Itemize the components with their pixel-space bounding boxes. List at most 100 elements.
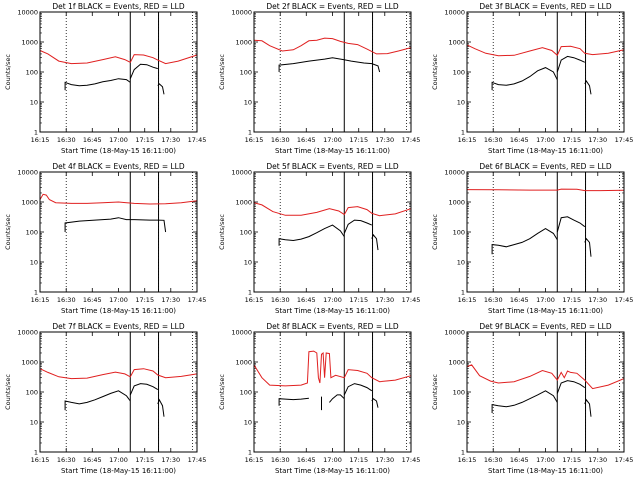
x-tick-label: 17:45	[402, 136, 421, 144]
y-axis-label: Counts/sec	[218, 54, 226, 90]
y-tick-label: 10	[244, 419, 252, 427]
x-tick-label: 17:15	[562, 296, 581, 304]
x-tick-label: 16:45	[510, 136, 529, 144]
x-tick-label: 16:45	[297, 136, 316, 144]
y-axis-label: Counts/sec	[431, 214, 439, 250]
series-events-line	[64, 390, 131, 411]
x-tick-label: 17:45	[188, 136, 207, 144]
x-tick-label: 17:00	[536, 296, 555, 304]
chart-title: Det 8f BLACK = Events, RED = LLD	[266, 322, 399, 331]
chart-title: Det 9f BLACK = Events, RED = LLD	[479, 322, 612, 331]
x-axis-label: Start Time (18-May-15 16:11:00)	[488, 147, 603, 155]
chart-panel-det-1f: Det 1f BLACK = Events, RED = LLD Counts/s…	[4, 2, 206, 155]
chart-panel-det-7f: Det 7f BLACK = Events, RED = LLD Counts/s…	[4, 322, 206, 475]
y-tick-label: 1000	[448, 359, 465, 367]
y-tick-label: 10000	[231, 329, 252, 337]
y-tick-label: 100	[26, 229, 38, 237]
y-tick-label: 10	[457, 419, 465, 427]
y-tick-label: 1000	[448, 39, 465, 47]
x-tick-label: 16:30	[484, 136, 503, 144]
y-tick-label: 100	[453, 389, 465, 397]
plot-frame	[39, 331, 198, 453]
plot-frame	[253, 11, 412, 133]
x-tick-label: 17:45	[402, 456, 421, 464]
series-events-line	[556, 55, 586, 73]
series-events-line	[584, 398, 592, 417]
x-tick-label: 17:00	[323, 136, 342, 144]
y-tick-label: 100	[240, 229, 252, 237]
x-tick-label: 16:15	[245, 456, 264, 464]
plot-frame	[253, 171, 412, 293]
chart-title: Det 6f BLACK = Events, RED = LLD	[479, 162, 612, 171]
y-tick-label: 10000	[444, 329, 465, 337]
y-tick-label: 100	[240, 69, 252, 77]
x-tick-label: 17:30	[161, 456, 180, 464]
series-events-line	[157, 398, 165, 417]
series-events-line	[584, 237, 592, 257]
y-tick-label: 1	[461, 289, 465, 297]
x-axis-label: Start Time (18-May-15 16:11:00)	[275, 147, 390, 155]
series-lld-line	[253, 37, 412, 55]
series-events-line	[329, 394, 345, 403]
y-tick-label: 1	[248, 289, 252, 297]
x-tick-label: 17:30	[588, 296, 607, 304]
y-tick-label: 100	[453, 229, 465, 237]
x-tick-label: 17:30	[375, 456, 394, 464]
x-tick-label: 17:15	[135, 296, 154, 304]
y-tick-label: 1	[248, 449, 252, 457]
chart-title: Det 3f BLACK = Events, RED = LLD	[479, 2, 612, 11]
y-tick-label: 1000	[448, 199, 465, 207]
x-tick-label: 16:45	[510, 296, 529, 304]
x-tick-label: 16:15	[458, 456, 477, 464]
y-tick-label: 1000	[235, 359, 252, 367]
series-events-line	[491, 67, 558, 91]
x-axis-label: Start Time (18-May-15 16:11:00)	[275, 467, 390, 475]
y-tick-label: 10	[244, 259, 252, 267]
y-tick-label: 10	[457, 99, 465, 107]
y-tick-label: 1000	[21, 359, 38, 367]
x-tick-label: 16:45	[83, 296, 102, 304]
x-tick-label: 17:45	[615, 456, 634, 464]
x-tick-label: 17:15	[135, 136, 154, 144]
y-tick-label: 10	[30, 419, 38, 427]
x-tick-label: 17:45	[188, 296, 207, 304]
y-axis-label: Counts/sec	[431, 374, 439, 410]
x-axis-label: Start Time (18-May-15 16:11:00)	[275, 307, 390, 315]
y-tick-label: 10000	[17, 169, 38, 177]
series-events-line	[584, 80, 592, 95]
series-events-line	[64, 217, 167, 233]
x-tick-label: 17:45	[402, 296, 421, 304]
series-events-line	[491, 228, 558, 255]
y-tick-label: 10000	[444, 169, 465, 177]
x-tick-label: 17:30	[375, 136, 394, 144]
x-tick-label: 16:15	[31, 296, 50, 304]
y-axis-label: Counts/sec	[4, 54, 12, 90]
x-tick-label: 17:30	[375, 296, 394, 304]
x-tick-label: 16:45	[297, 456, 316, 464]
y-tick-label: 10000	[231, 9, 252, 17]
x-tick-label: 17:30	[588, 456, 607, 464]
x-axis-label: Start Time (18-May-15 16:11:00)	[488, 467, 603, 475]
y-tick-label: 100	[26, 389, 38, 397]
series-events-line	[157, 83, 165, 95]
chart-title: Det 2f BLACK = Events, RED = LLD	[266, 2, 399, 11]
x-tick-label: 16:30	[271, 456, 290, 464]
series-events-line	[129, 383, 159, 396]
y-tick-label: 100	[240, 389, 252, 397]
chart-panel-det-6f: Det 6f BLACK = Events, RED = LLD Counts/s…	[431, 162, 633, 315]
x-tick-label: 17:30	[588, 136, 607, 144]
x-tick-label: 17:30	[161, 296, 180, 304]
y-tick-label: 1	[461, 129, 465, 137]
series-events-line	[343, 383, 373, 396]
x-tick-label: 17:15	[562, 456, 581, 464]
x-tick-label: 17:00	[323, 456, 342, 464]
x-tick-label: 17:15	[349, 136, 368, 144]
y-tick-label: 10000	[231, 169, 252, 177]
series-events-line	[129, 63, 158, 79]
y-axis-label: Counts/sec	[4, 374, 12, 410]
y-tick-label: 100	[26, 69, 38, 77]
y-tick-label: 100	[453, 69, 465, 77]
x-tick-label: 17:30	[161, 136, 180, 144]
y-tick-label: 1	[34, 129, 38, 137]
